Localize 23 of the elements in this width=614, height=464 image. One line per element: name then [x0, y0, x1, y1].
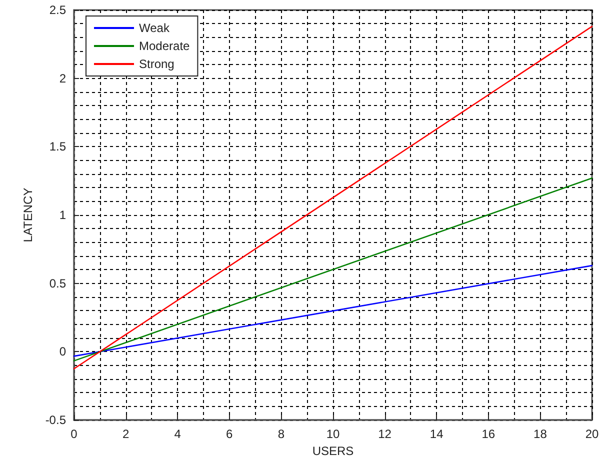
x-tick-label: 16 [482, 427, 496, 441]
x-tick-label: 2 [122, 427, 130, 441]
y-tick-label: 1 [59, 208, 66, 222]
y-tick-label: 1.5 [49, 140, 66, 154]
x-tick-label: 20 [585, 427, 599, 441]
x-tick-label: 0 [70, 427, 78, 441]
legend-label: Moderate [139, 39, 190, 53]
y-tick-label: 2 [59, 71, 66, 86]
x-tick-label: 10 [326, 427, 340, 441]
x-tick-label: 14 [430, 427, 444, 441]
y-tick-label: -0.5 [45, 413, 66, 427]
x-tick-label: 4 [174, 427, 182, 441]
x-tick-label: 12 [378, 427, 392, 441]
y-tick-label: 2.5 [49, 3, 66, 17]
x-tick-label: 8 [278, 427, 285, 441]
y-axis-title: LATENCY [21, 188, 35, 242]
x-axis-title: USERS [312, 444, 354, 458]
legend-label: Weak [139, 21, 170, 35]
y-tick-label: 0.5 [49, 276, 66, 290]
x-tick-label: 6 [226, 427, 234, 441]
x-tick-label: 18 [534, 427, 548, 441]
y-tick-label: 0 [59, 344, 66, 359]
legend-label: Strong [139, 57, 174, 71]
